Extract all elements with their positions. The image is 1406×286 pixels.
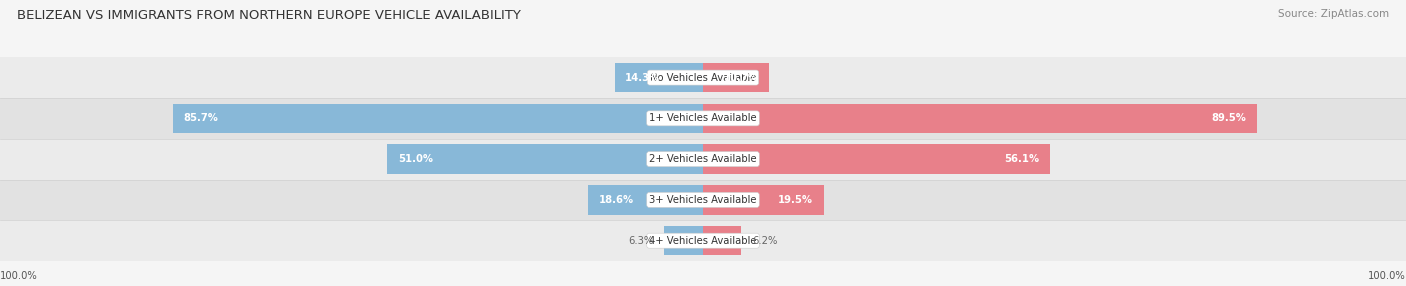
FancyBboxPatch shape (388, 144, 703, 174)
Text: 18.6%: 18.6% (599, 195, 634, 205)
Text: 6.3%: 6.3% (628, 236, 654, 246)
Text: 100.0%: 100.0% (1368, 271, 1406, 281)
Text: 56.1%: 56.1% (1004, 154, 1039, 164)
FancyBboxPatch shape (0, 139, 1406, 180)
FancyBboxPatch shape (703, 144, 1050, 174)
Text: 6.2%: 6.2% (752, 236, 778, 246)
Text: Source: ZipAtlas.com: Source: ZipAtlas.com (1278, 9, 1389, 19)
FancyBboxPatch shape (0, 98, 1406, 139)
Text: 14.3%: 14.3% (626, 73, 661, 83)
FancyBboxPatch shape (703, 226, 741, 255)
FancyBboxPatch shape (703, 104, 1257, 133)
Text: 3+ Vehicles Available: 3+ Vehicles Available (650, 195, 756, 205)
FancyBboxPatch shape (703, 185, 824, 214)
FancyBboxPatch shape (703, 63, 769, 92)
FancyBboxPatch shape (0, 57, 1406, 98)
Text: No Vehicles Available: No Vehicles Available (650, 73, 756, 83)
Text: BELIZEAN VS IMMIGRANTS FROM NORTHERN EUROPE VEHICLE AVAILABILITY: BELIZEAN VS IMMIGRANTS FROM NORTHERN EUR… (17, 9, 520, 21)
Text: 19.5%: 19.5% (778, 195, 813, 205)
FancyBboxPatch shape (664, 226, 703, 255)
Text: 10.7%: 10.7% (724, 73, 759, 83)
Text: 4+ Vehicles Available: 4+ Vehicles Available (650, 236, 756, 246)
FancyBboxPatch shape (173, 104, 703, 133)
Text: 1+ Vehicles Available: 1+ Vehicles Available (650, 113, 756, 123)
FancyBboxPatch shape (588, 185, 703, 214)
FancyBboxPatch shape (614, 63, 703, 92)
FancyBboxPatch shape (0, 180, 1406, 220)
Text: 2+ Vehicles Available: 2+ Vehicles Available (650, 154, 756, 164)
Text: 100.0%: 100.0% (0, 271, 38, 281)
FancyBboxPatch shape (0, 220, 1406, 261)
Text: 51.0%: 51.0% (398, 154, 433, 164)
Text: 89.5%: 89.5% (1211, 113, 1246, 123)
Text: 85.7%: 85.7% (183, 113, 218, 123)
